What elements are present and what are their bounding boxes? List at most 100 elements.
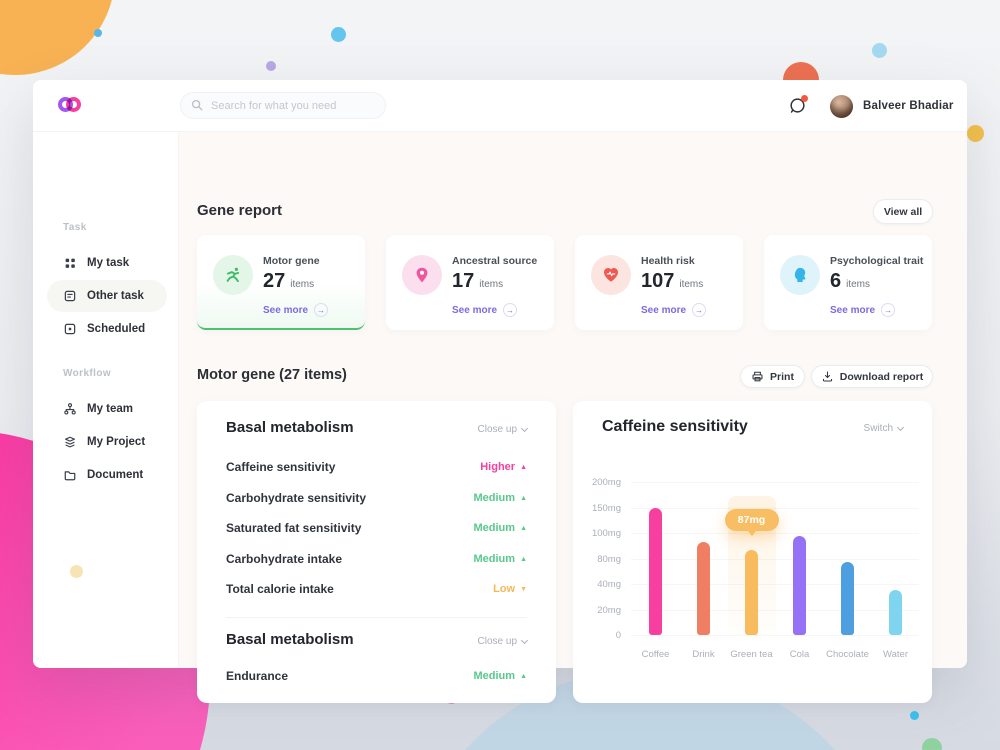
metabolism-section-title: Basal metabolism (226, 631, 354, 648)
heart-icon (591, 255, 631, 295)
sidebar-item-scheduled[interactable]: Scheduled (47, 313, 167, 345)
gridline (631, 558, 919, 560)
app-logo-icon[interactable] (58, 95, 84, 115)
metabolism-row-label: Carbohydrate sensitivity (226, 491, 367, 505)
close-up-dropdown[interactable]: Close up (478, 424, 529, 435)
see-more-link[interactable]: See more → (452, 303, 518, 317)
see-more-label: See more (830, 304, 876, 316)
bar-coffee[interactable] (649, 507, 662, 635)
y-axis-tick-label: 100mg (591, 528, 621, 539)
sidebar-item-my-project[interactable]: My Project (47, 426, 167, 458)
metabolism-row-carbohydrate-sensitivity: Carbohydrate sensitivity Medium ▲ (226, 490, 527, 506)
main-content: Gene report View all Motor gene 27 items Se… (178, 132, 967, 703)
avatar (830, 94, 853, 118)
stat-card-title: Motor gene (263, 255, 320, 267)
bar-cola[interactable] (793, 535, 806, 635)
sidebar-item-label: Scheduled (87, 323, 146, 335)
scheduled-icon (63, 322, 77, 336)
runner-icon (213, 255, 253, 295)
deco-dot-green-bottom (922, 738, 942, 750)
triangle-up-icon: ▲ (520, 672, 527, 680)
stat-card-count: 6 items (830, 270, 871, 292)
print-label: Print (770, 370, 794, 383)
x-axis-label: Chocolate (826, 649, 869, 660)
see-more-link[interactable]: See more → (830, 303, 896, 317)
stat-card-psychological-trait[interactable]: Psychological trait 6 items See more → (764, 235, 932, 330)
stat-card-health-risk[interactable]: Health risk 107 items See more → (575, 235, 743, 330)
triangle-up-icon: ▲ (520, 524, 527, 532)
close-up-dropdown[interactable]: Close up (477, 636, 529, 647)
metabolism-row-value: Medium ▲ (473, 553, 528, 565)
sidebar-section-label: Task (63, 222, 87, 233)
bar-chart: 200mg 150mg 100mg 80mg 40mg 20mg 0 Coffee Drink G… (573, 401, 932, 703)
sidebar-item-label: My task (87, 257, 130, 269)
layers-icon (63, 435, 77, 449)
stat-card-unit: items (846, 279, 871, 290)
search-icon (191, 99, 203, 111)
bar-green-tea[interactable] (745, 549, 758, 635)
download-report-button[interactable]: Download report (811, 365, 933, 388)
printer-icon (752, 371, 763, 382)
stat-card-motor-gene[interactable]: Motor gene 27 items See more → (197, 235, 365, 330)
stat-card-ancestral-source[interactable]: Ancestral source 17 items See more → (386, 235, 554, 330)
sidebar-item-document[interactable]: Document (47, 459, 167, 491)
y-axis-tick-label: 0 (615, 630, 621, 641)
gridline (631, 507, 919, 509)
gridline (631, 533, 919, 534)
metabolism-row-value: Medium ▲ (473, 492, 528, 504)
notification-bell-icon[interactable] (788, 95, 808, 116)
logo-ring-pink (66, 97, 81, 112)
note-icon (63, 289, 77, 303)
close-up-label: Close up (477, 636, 517, 647)
stat-card-title: Psychological trait (830, 255, 924, 267)
chart-switch-dropdown[interactable]: Switch (863, 423, 905, 434)
deco-dot-blue-small (94, 29, 102, 37)
deco-dot-yellow (967, 125, 984, 142)
download-label: Download report (839, 370, 924, 383)
notification-badge (801, 95, 808, 102)
view-all-button[interactable]: View all (873, 199, 933, 224)
user-menu[interactable]: Balveer Bhadiar (830, 93, 954, 119)
print-button[interactable]: Print (740, 365, 805, 388)
stat-cards-row: Motor gene 27 items See more → Ancestral sour… (197, 235, 932, 330)
head-icon (780, 255, 820, 295)
y-axis-tick-label: 200mg (591, 477, 621, 488)
topbar: Balveer Bhadiar (33, 80, 967, 132)
switch-label: Switch (863, 423, 893, 434)
search-box (180, 92, 386, 119)
see-more-link[interactable]: See more → (263, 303, 329, 317)
pin-icon (402, 255, 442, 295)
bar-water[interactable] (889, 590, 902, 635)
stat-card-count: 17 items (452, 270, 504, 292)
stat-card-unit: items (679, 279, 704, 290)
see-more-link[interactable]: See more → (641, 303, 707, 317)
metabolism-row-value: Low ▼ (493, 583, 527, 595)
team-icon (63, 402, 77, 416)
sidebar-item-my-team[interactable]: My team (47, 393, 167, 425)
divider (226, 617, 527, 618)
stat-card-title: Ancestral source (452, 255, 538, 267)
see-more-label: See more (452, 304, 498, 316)
y-axis-tick-label: 80mg (597, 553, 621, 565)
bar-chocolate[interactable] (841, 561, 854, 635)
y-axis-tick-label: 150mg (591, 502, 621, 514)
gridline (631, 635, 919, 636)
metabolism-row-total-calorie-intake: Total calorie intake Low ▼ (226, 581, 527, 597)
metabolism-row-label: Carbohydrate intake (226, 552, 343, 566)
metabolism-row-saturated-fat-sensitivity: Saturated fat sensitivity Medium ▲ (226, 520, 527, 536)
triangle-up-icon: ▲ (520, 494, 527, 502)
search-input[interactable] (180, 92, 386, 119)
triangle-down-icon: ▼ (520, 585, 527, 593)
x-axis-label: Green tea (730, 649, 773, 660)
chevron-down-icon (520, 636, 529, 644)
metabolism-row-label: Total calorie intake (226, 582, 334, 596)
sidebar-item-my-task[interactable]: My task (47, 247, 167, 279)
y-axis-tick-label: 40mg (597, 579, 621, 590)
sidebar-item-other-task[interactable]: Other task (47, 280, 167, 312)
stat-card-unit: items (479, 279, 504, 290)
sidebar-item-label: My Project (87, 436, 146, 448)
gridline (631, 609, 919, 611)
bar-drink[interactable] (697, 541, 710, 635)
download-icon (822, 371, 832, 382)
basal-metabolism-panel: Basal metabolism Close up Caffeine sensiti… (197, 401, 556, 703)
